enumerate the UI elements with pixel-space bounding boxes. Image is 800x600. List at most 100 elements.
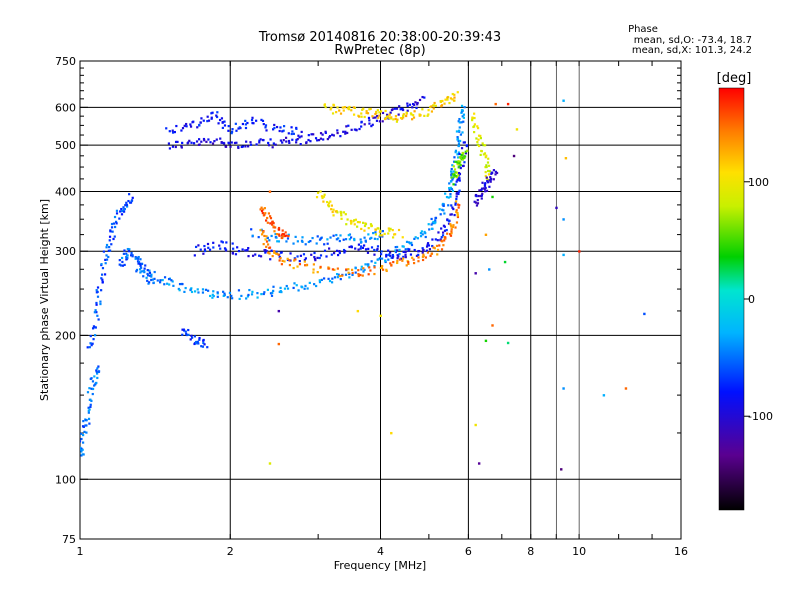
echo-point	[462, 113, 466, 116]
x-axis-label: Frequency [MHz]	[334, 559, 426, 572]
echo-point	[300, 135, 303, 138]
echo-point	[277, 253, 280, 256]
echo-point	[376, 245, 380, 248]
echo-point	[373, 266, 376, 269]
echo-point	[364, 223, 368, 226]
echo-point	[458, 189, 461, 192]
echo-point	[432, 246, 435, 249]
echo-point	[93, 311, 96, 314]
echo-point	[266, 288, 270, 291]
echo-point	[371, 123, 374, 126]
echo-point	[461, 151, 464, 155]
echo-point	[174, 145, 177, 149]
echo-point	[215, 114, 218, 117]
echo-point	[210, 112, 213, 115]
echo-point	[249, 141, 252, 144]
echo-point	[332, 234, 335, 237]
data-points	[80, 91, 646, 471]
echo-point	[262, 230, 265, 233]
echo-point	[450, 228, 453, 231]
echo-point	[428, 228, 431, 231]
echo-point	[376, 247, 379, 251]
echo-point	[112, 237, 115, 241]
echo-point	[282, 233, 286, 236]
echo-point	[297, 134, 300, 137]
echo-point	[303, 287, 306, 290]
echo-point	[484, 171, 487, 174]
echo-point	[318, 256, 321, 260]
echo-point	[427, 223, 430, 226]
echo-point	[338, 109, 341, 112]
echo-point	[453, 168, 457, 171]
y-axis-label: Stationary phase Virtual Height [km]	[38, 199, 51, 401]
echo-point	[488, 170, 491, 173]
echo-point	[453, 173, 456, 177]
echo-point	[184, 330, 187, 333]
echo-point	[171, 145, 175, 148]
echo-point	[293, 259, 296, 262]
echo-point	[247, 293, 250, 297]
echo-point	[286, 287, 290, 290]
echo-point	[147, 282, 150, 285]
echo-point	[462, 120, 465, 123]
echo-point	[378, 235, 381, 238]
echo-point	[398, 248, 401, 252]
echo-point	[89, 342, 92, 345]
echo-point	[331, 210, 334, 214]
echo-point	[453, 213, 456, 217]
echo-point	[163, 283, 166, 286]
echo-point	[260, 206, 263, 209]
echo-point	[329, 108, 332, 111]
echo-point	[187, 141, 190, 144]
echo-point	[230, 141, 233, 144]
echo-point	[268, 246, 272, 249]
echo-point	[360, 240, 363, 244]
echo-point	[482, 153, 486, 156]
echo-point	[254, 253, 257, 256]
echo-point	[450, 232, 453, 235]
echo-point	[88, 408, 91, 411]
echo-point	[449, 223, 452, 226]
echo-point	[426, 243, 429, 246]
echo-point	[332, 208, 335, 211]
echo-point	[457, 171, 461, 175]
echo-point	[112, 222, 116, 225]
echo-point	[111, 230, 114, 233]
echo-point	[281, 229, 284, 232]
echo-point	[260, 293, 263, 296]
echo-point	[231, 128, 234, 131]
echo-point	[340, 211, 343, 214]
echo-point	[562, 387, 565, 390]
echo-point	[432, 220, 435, 224]
echo-point	[440, 236, 443, 239]
echo-point	[277, 233, 281, 236]
echo-point	[464, 152, 468, 155]
echo-point	[203, 343, 206, 346]
echo-point	[88, 387, 91, 390]
echo-point	[318, 279, 321, 282]
echo-point	[339, 278, 342, 281]
echo-point	[450, 188, 454, 191]
echo-point	[316, 271, 319, 274]
echo-point	[443, 212, 446, 215]
echo-point	[269, 292, 273, 295]
echo-point	[181, 328, 184, 331]
echo-point	[376, 114, 379, 118]
echo-point	[402, 255, 405, 258]
echo-point	[128, 193, 131, 196]
echo-point	[454, 200, 458, 203]
echo-point	[262, 139, 265, 142]
echo-point	[197, 291, 200, 294]
echo-point	[365, 111, 368, 115]
echo-point	[388, 229, 391, 232]
echo-point	[223, 292, 226, 295]
echo-point	[476, 202, 480, 205]
echo-point	[451, 92, 454, 96]
echo-point	[331, 133, 334, 136]
echo-point	[199, 248, 202, 251]
echo-point	[456, 203, 460, 206]
echo-point	[396, 261, 399, 265]
echo-point	[80, 447, 81, 450]
echo-point	[335, 111, 338, 114]
echo-point	[115, 212, 119, 215]
